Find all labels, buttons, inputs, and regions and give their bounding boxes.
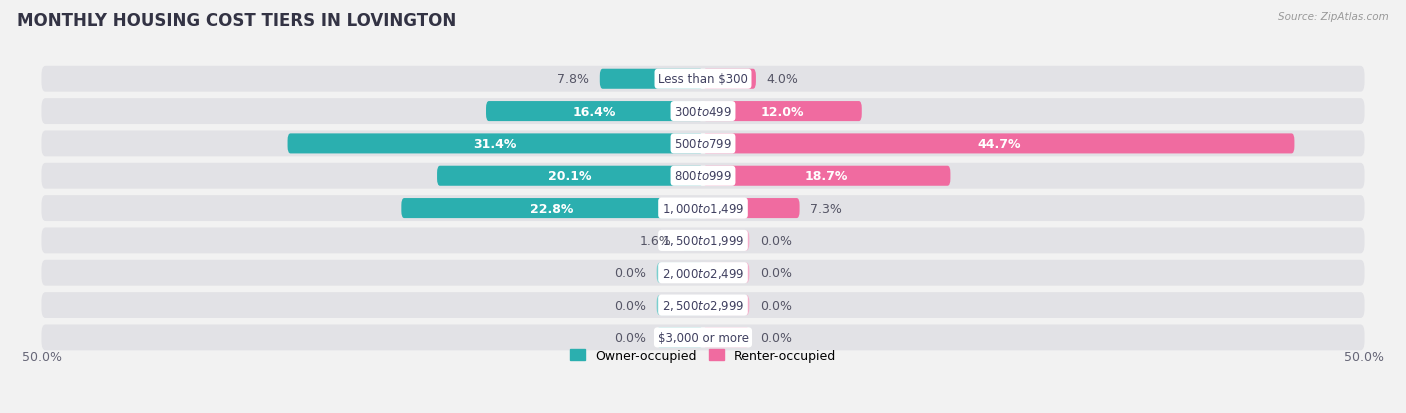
Text: 0.0%: 0.0% (759, 266, 792, 280)
FancyBboxPatch shape (41, 131, 1365, 157)
FancyBboxPatch shape (657, 263, 703, 283)
Text: 0.0%: 0.0% (759, 234, 792, 247)
Text: 0.0%: 0.0% (759, 331, 792, 344)
FancyBboxPatch shape (703, 102, 862, 122)
FancyBboxPatch shape (288, 134, 703, 154)
Text: 0.0%: 0.0% (614, 266, 647, 280)
Text: MONTHLY HOUSING COST TIERS IN LOVINGTON: MONTHLY HOUSING COST TIERS IN LOVINGTON (17, 12, 456, 30)
Text: $2,500 to $2,999: $2,500 to $2,999 (662, 298, 744, 312)
Text: 0.0%: 0.0% (614, 331, 647, 344)
FancyBboxPatch shape (703, 69, 756, 90)
FancyBboxPatch shape (486, 102, 703, 122)
Text: $300 to $499: $300 to $499 (673, 105, 733, 118)
Text: $2,000 to $2,499: $2,000 to $2,499 (662, 266, 744, 280)
Legend: Owner-occupied, Renter-occupied: Owner-occupied, Renter-occupied (569, 349, 837, 362)
Text: 1.6%: 1.6% (640, 234, 671, 247)
Text: 50.0%: 50.0% (21, 350, 62, 363)
FancyBboxPatch shape (41, 99, 1365, 125)
Text: 16.4%: 16.4% (572, 105, 616, 118)
FancyBboxPatch shape (703, 166, 950, 186)
Text: $1,000 to $1,499: $1,000 to $1,499 (662, 202, 744, 216)
FancyBboxPatch shape (41, 196, 1365, 221)
Text: 0.0%: 0.0% (759, 299, 792, 312)
FancyBboxPatch shape (41, 66, 1365, 93)
Text: 50.0%: 50.0% (1344, 350, 1385, 363)
FancyBboxPatch shape (703, 295, 749, 315)
FancyBboxPatch shape (703, 328, 749, 348)
FancyBboxPatch shape (682, 231, 703, 251)
Text: $800 to $999: $800 to $999 (673, 170, 733, 183)
FancyBboxPatch shape (703, 134, 1295, 154)
Text: $500 to $799: $500 to $799 (673, 138, 733, 151)
Text: 18.7%: 18.7% (806, 170, 848, 183)
FancyBboxPatch shape (41, 292, 1365, 318)
Text: 7.3%: 7.3% (810, 202, 842, 215)
Text: 12.0%: 12.0% (761, 105, 804, 118)
FancyBboxPatch shape (703, 263, 749, 283)
FancyBboxPatch shape (401, 199, 703, 218)
Text: Source: ZipAtlas.com: Source: ZipAtlas.com (1278, 12, 1389, 22)
Text: 20.1%: 20.1% (548, 170, 592, 183)
Text: 4.0%: 4.0% (766, 73, 799, 86)
FancyBboxPatch shape (41, 228, 1365, 254)
Text: $1,500 to $1,999: $1,500 to $1,999 (662, 234, 744, 248)
Text: 22.8%: 22.8% (530, 202, 574, 215)
FancyBboxPatch shape (41, 260, 1365, 286)
FancyBboxPatch shape (657, 295, 703, 315)
Text: 7.8%: 7.8% (557, 73, 589, 86)
Text: Less than $300: Less than $300 (658, 73, 748, 86)
FancyBboxPatch shape (657, 328, 703, 348)
Text: $3,000 or more: $3,000 or more (658, 331, 748, 344)
FancyBboxPatch shape (703, 231, 749, 251)
FancyBboxPatch shape (437, 166, 703, 186)
FancyBboxPatch shape (41, 325, 1365, 351)
Text: 31.4%: 31.4% (474, 138, 517, 151)
Text: 44.7%: 44.7% (977, 138, 1021, 151)
FancyBboxPatch shape (600, 69, 703, 90)
FancyBboxPatch shape (703, 199, 800, 218)
Text: 0.0%: 0.0% (614, 299, 647, 312)
FancyBboxPatch shape (41, 164, 1365, 189)
